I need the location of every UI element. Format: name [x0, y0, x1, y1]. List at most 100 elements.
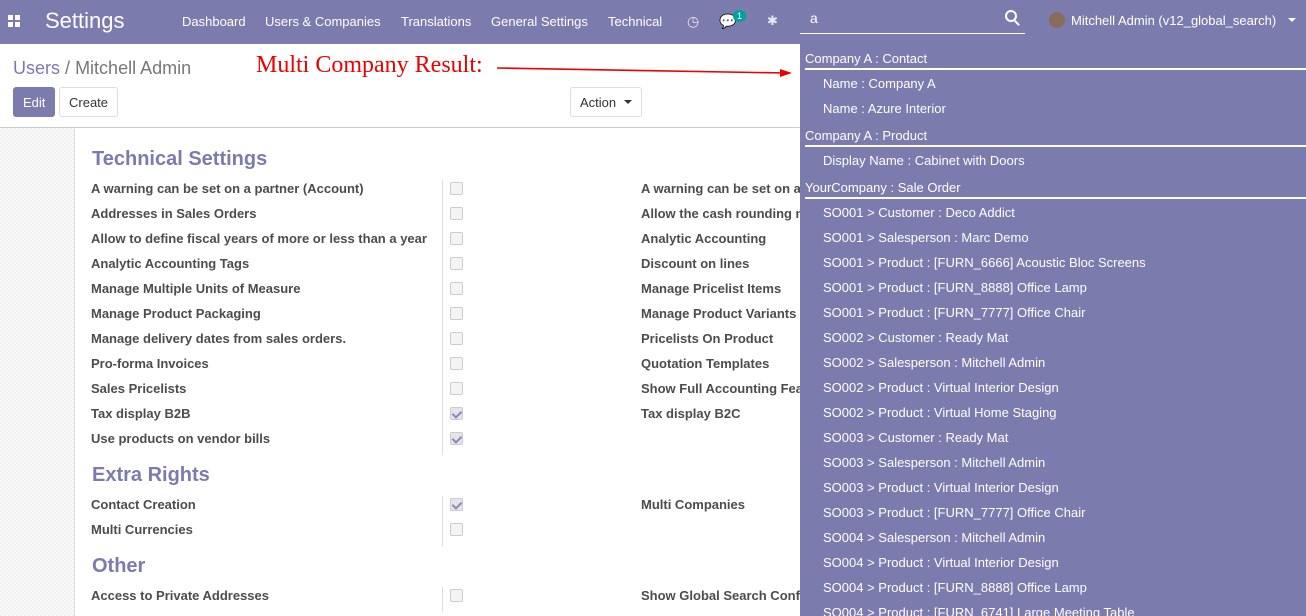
setting-checkbox[interactable]	[450, 332, 463, 345]
setting-label: A warning can be set on a partner (Accou…	[91, 181, 364, 196]
setting-label: Quotation Templates	[641, 356, 770, 371]
search-result-item[interactable]: SO003 > Product : [FURN_7777] Office Cha…	[823, 505, 1086, 520]
search-result-item[interactable]: SO002 > Salesperson : Mitchell Admin	[823, 355, 1046, 370]
setting-label: Manage Product Packaging	[91, 306, 261, 321]
search-result-item[interactable]: SO002 > Customer : Ready Mat	[823, 330, 1009, 345]
setting-checkbox[interactable]	[450, 232, 463, 245]
setting-label: Manage Multiple Units of Measure	[91, 281, 301, 296]
search-result-item[interactable]: SO004 > Salesperson : Mitchell Admin	[823, 530, 1046, 545]
background-pattern	[0, 128, 75, 616]
avatar	[1049, 12, 1065, 28]
column-separator	[442, 496, 443, 546]
setting-label: Pricelists On Product	[641, 331, 774, 346]
setting-label: A warning can be set on a	[641, 181, 801, 196]
search-result-item[interactable]: SO001 > Product : [FURN_6666] Acoustic B…	[823, 255, 1146, 270]
caret-down-icon	[1288, 18, 1297, 22]
setting-label: Access to Private Addresses	[91, 588, 270, 603]
setting-checkbox[interactable]	[450, 307, 463, 320]
setting-label: Use products on vendor bills	[91, 431, 271, 446]
breadcrumb-users[interactable]: Users	[13, 58, 61, 78]
caret-down-icon	[624, 100, 633, 104]
section-title: Other	[92, 555, 146, 577]
setting-checkbox[interactable]	[450, 382, 463, 395]
setting-label: Show Global Search Conf	[641, 588, 800, 603]
message-count-badge: 1	[733, 10, 747, 22]
setting-label: Multi Companies	[641, 497, 746, 512]
setting-label: Tax display B2B	[91, 406, 191, 421]
search-result-item[interactable]: SO001 > Product : [FURN_7777] Office Cha…	[823, 305, 1086, 320]
setting-label: Allow to define fiscal years of more or …	[91, 231, 427, 246]
search-result-item[interactable]: Name : Company A	[823, 76, 936, 91]
search-result-item[interactable]: SO003 > Salesperson : Mitchell Admin	[823, 455, 1046, 470]
user-menu[interactable]: Mitchell Admin (v12_global_search)	[1049, 12, 1297, 28]
search-result-item[interactable]: SO001 > Salesperson : Marc Demo	[823, 230, 1029, 245]
setting-checkbox[interactable]	[450, 282, 463, 295]
annotation-arrow	[496, 67, 792, 77]
setting-label: Allow the cash rounding m	[641, 206, 808, 221]
search-result-item[interactable]: SO003 > Product : Virtual Interior Desig…	[823, 480, 1059, 495]
annotation-text: Multi Company Result:	[256, 52, 483, 78]
setting-checkbox[interactable]	[450, 432, 463, 445]
top-navbar: Settings Dashboard Users & Companies Tra…	[0, 0, 1306, 44]
setting-label: Show Full Accounting Fea	[641, 381, 804, 396]
action-dropdown[interactable]: Action	[570, 87, 642, 117]
messages-chat-icon[interactable]: 💬	[719, 13, 737, 29]
search-result-item[interactable]: SO002 > Product : Virtual Home Staging	[823, 405, 1057, 420]
section-title: Extra Rights	[92, 464, 210, 486]
apps-menu-icon[interactable]	[8, 15, 20, 27]
menu-general-settings[interactable]: General Settings	[491, 14, 588, 29]
menu-translations[interactable]: Translations	[401, 14, 472, 29]
search-result-item[interactable]: SO004 > Product : [FURN_8888] Office Lam…	[823, 580, 1087, 595]
breadcrumb-separator: /	[65, 58, 71, 78]
breadcrumb: Users / Mitchell Admin	[13, 58, 191, 79]
setting-checkbox[interactable]	[450, 523, 463, 536]
setting-label: Sales Pricelists	[91, 381, 187, 396]
setting-label: Analytic Accounting	[641, 231, 767, 246]
global-search-input[interactable]	[800, 4, 990, 32]
column-separator	[442, 587, 443, 612]
setting-label: Multi Currencies	[91, 522, 193, 537]
setting-checkbox[interactable]	[450, 257, 463, 270]
search-icon[interactable]	[1005, 10, 1017, 22]
setting-checkbox[interactable]	[450, 407, 463, 420]
divider	[0, 127, 1306, 128]
user-name: Mitchell Admin (v12_global_search)	[1071, 12, 1277, 28]
setting-checkbox[interactable]	[450, 589, 463, 602]
app-title: Settings	[45, 8, 125, 33]
setting-label: Manage Product Variants	[641, 306, 797, 321]
setting-checkbox[interactable]	[450, 357, 463, 370]
setting-label: Manage Pricelist Items	[641, 281, 782, 296]
search-result-item[interactable]: SO004 > Product : [FURN_6741] Large Meet…	[823, 605, 1135, 616]
setting-label: Analytic Accounting Tags	[91, 256, 250, 271]
setting-checkbox[interactable]	[450, 498, 463, 511]
result-group-header: YourCompany : Sale Order	[805, 180, 1306, 199]
edit-button[interactable]: Edit	[13, 87, 56, 117]
menu-users-companies[interactable]: Users & Companies	[265, 14, 381, 29]
action-label: Action	[580, 94, 617, 110]
search-result-item[interactable]: Display Name : Cabinet with Doors	[823, 153, 1025, 168]
result-group-header: Company A : Product	[805, 128, 1306, 147]
setting-label: Contact Creation	[91, 497, 196, 512]
section-title: Technical Settings	[92, 148, 268, 170]
setting-checkbox[interactable]	[450, 207, 463, 220]
setting-label: Addresses in Sales Orders	[91, 206, 257, 221]
search-result-item[interactable]: SO003 > Customer : Ready Mat	[823, 430, 1009, 445]
result-group-header: Company A : Contact	[805, 51, 1306, 70]
create-button[interactable]: Create	[59, 87, 119, 117]
search-results-dropdown: Company A : Contact Name : Company A Name …	[800, 44, 1306, 616]
setting-label: Discount on lines	[641, 256, 750, 271]
global-search	[800, 4, 1025, 34]
search-result-item[interactable]: SO001 > Customer : Deco Addict	[823, 205, 1015, 220]
setting-label: Pro-forma Invoices	[91, 356, 209, 371]
search-result-item[interactable]: SO004 > Product : Virtual Interior Desig…	[823, 555, 1059, 570]
search-result-item[interactable]: Name : Azure Interior	[823, 101, 946, 116]
setting-label: Manage delivery dates from sales orders.	[91, 331, 347, 346]
column-separator	[442, 180, 443, 455]
menu-technical[interactable]: Technical	[608, 14, 663, 29]
activity-clock-icon[interactable]: ◷	[687, 13, 700, 29]
debug-bug-icon[interactable]: ✱	[767, 13, 778, 28]
menu-dashboard[interactable]: Dashboard	[182, 14, 246, 29]
search-result-item[interactable]: SO001 > Product : [FURN_8888] Office Lam…	[823, 280, 1087, 295]
setting-checkbox[interactable]	[450, 182, 463, 195]
search-result-item[interactable]: SO002 > Product : Virtual Interior Desig…	[823, 380, 1059, 395]
